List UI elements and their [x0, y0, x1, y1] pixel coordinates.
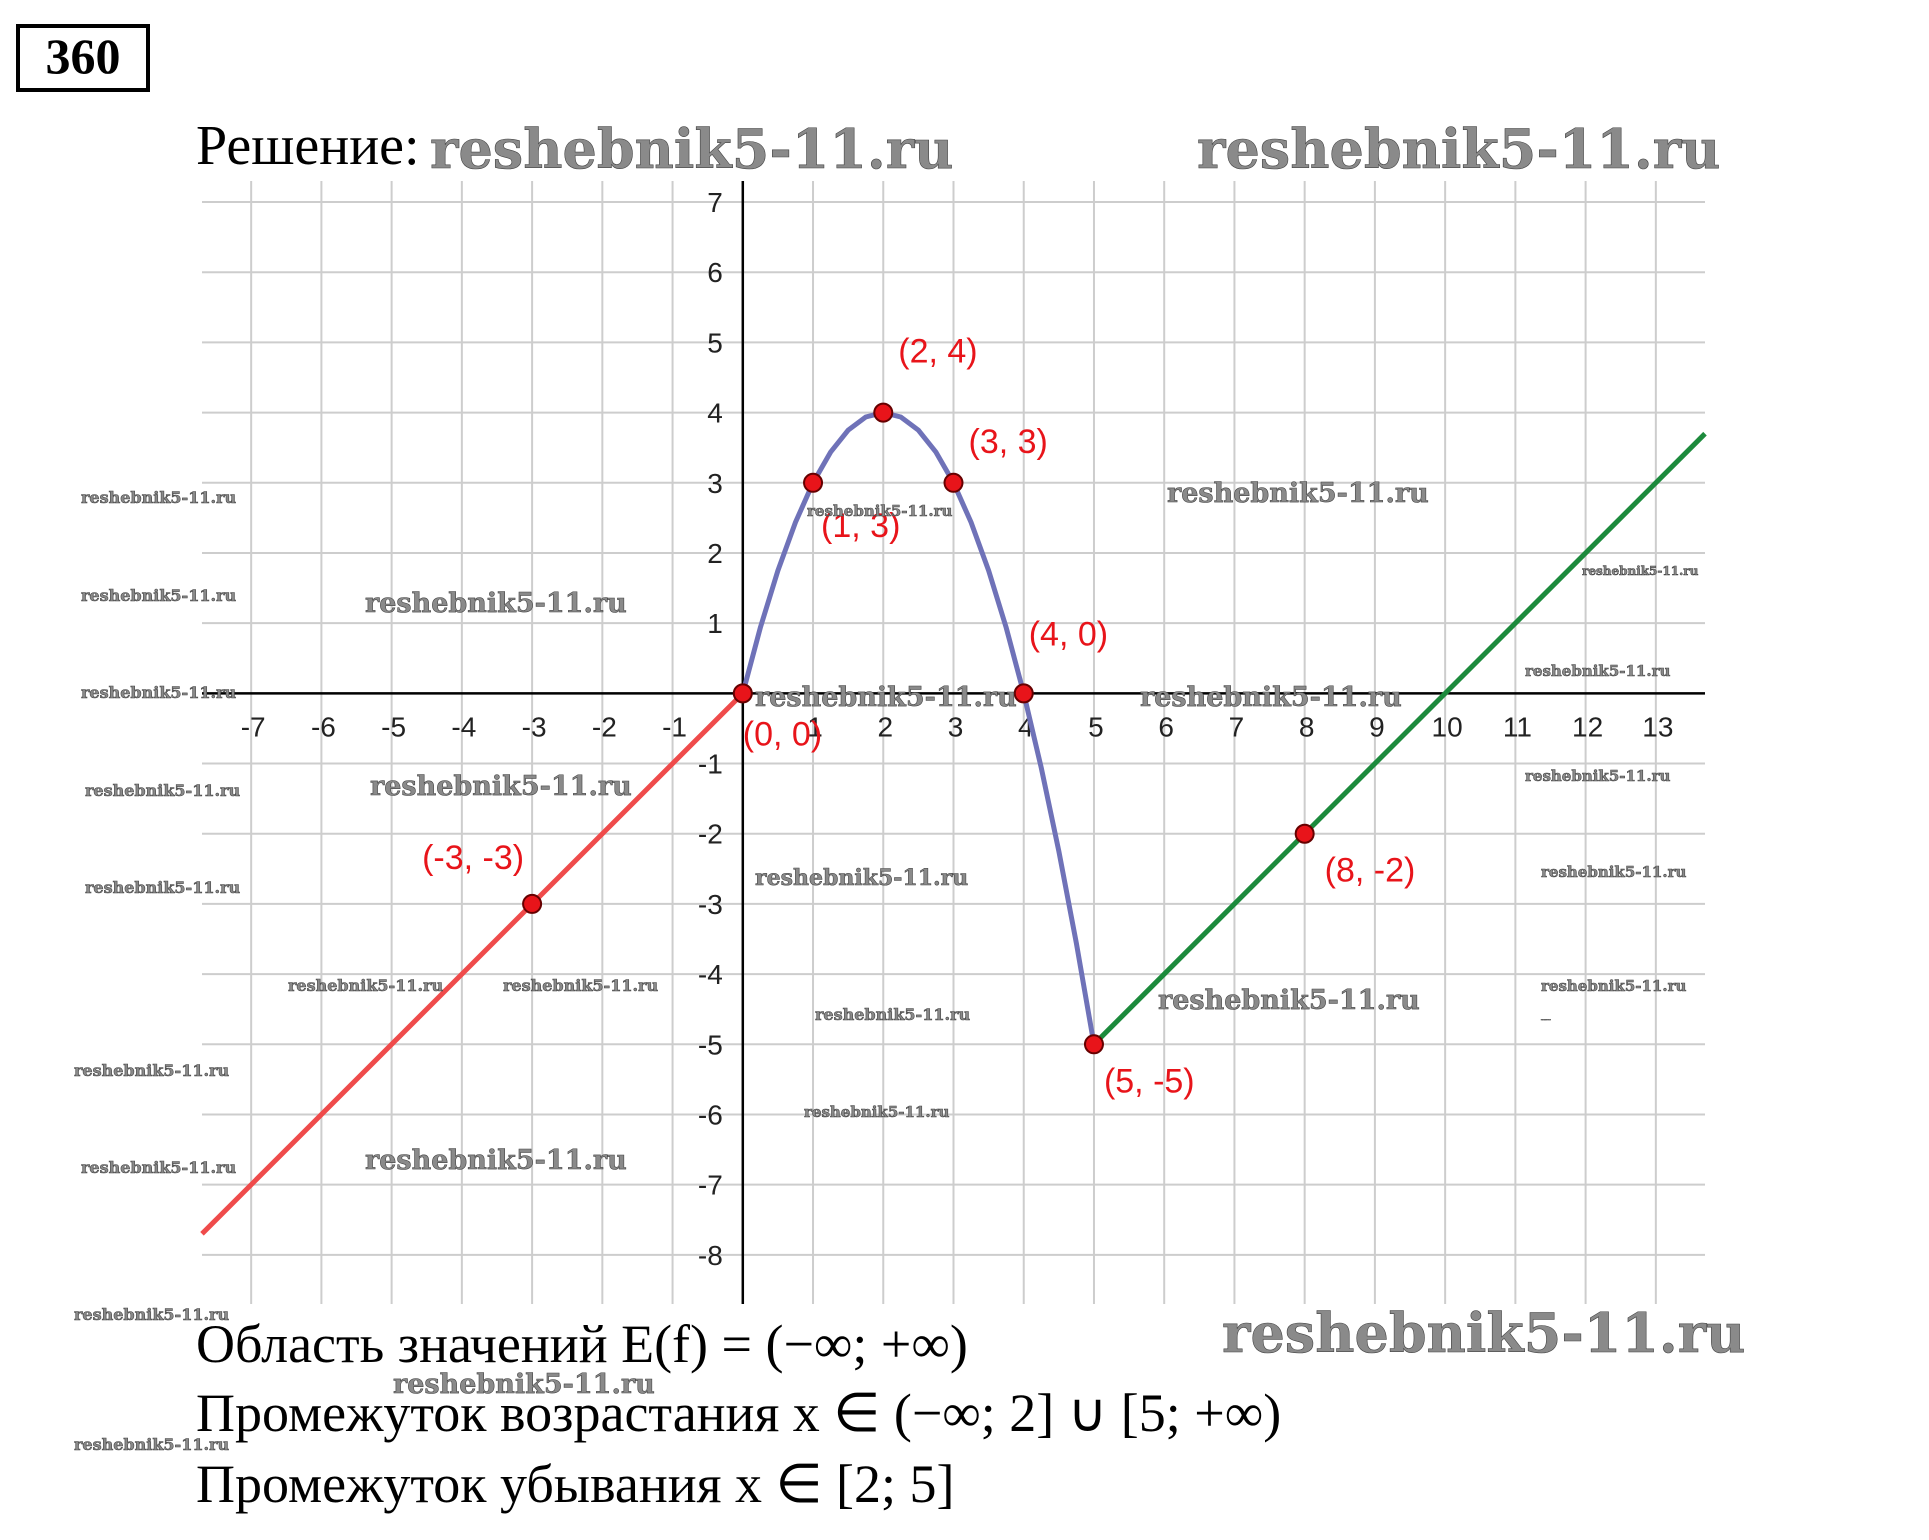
- watermark: reshebnik5-11.ru: [81, 1158, 236, 1177]
- x-tick-label: -6: [311, 711, 336, 742]
- curve: [740, 410, 1097, 1045]
- watermark: reshebnik5-11.ru: [365, 588, 627, 619]
- curve: [1092, 431, 1707, 1047]
- y-tick-label: 7: [707, 187, 723, 218]
- x-tick-label: 5: [1088, 711, 1104, 742]
- point: [803, 472, 824, 493]
- watermark: reshebnik5-11.ru: [74, 1305, 229, 1324]
- watermark: reshebnik5-11.ru: [755, 865, 968, 891]
- x-tick-label: 7: [1229, 711, 1245, 742]
- y-tick-label: -5: [698, 1029, 723, 1060]
- number-box: [16, 24, 150, 92]
- y-tick-label: -4: [698, 959, 723, 990]
- point-label: (2, 4): [898, 333, 977, 371]
- point: [943, 472, 964, 493]
- watermarks: reshebnik5-11.ru reshebnik5-11.ru reshebni…: [74, 117, 1746, 1455]
- x-tick-label: -2: [592, 711, 617, 742]
- x-tick-label: 13: [1642, 711, 1673, 742]
- point: [1083, 1034, 1104, 1055]
- y-tick-label: -6: [698, 1099, 723, 1130]
- watermark: reshebnik5-11.ru: [365, 1145, 627, 1176]
- y-tick-label: 5: [707, 327, 723, 358]
- y-tick-label: 4: [707, 398, 723, 429]
- x-tick-label: 8: [1299, 711, 1315, 742]
- point: [522, 893, 543, 914]
- watermark: reshebnik5-11.ru: [1541, 1019, 1551, 1021]
- point-label: (8, -2): [1325, 852, 1416, 890]
- watermark: reshebnik5-11.ru: [1525, 767, 1670, 785]
- problem-number: 360: [46, 28, 121, 84]
- y-tick-label: -3: [698, 889, 723, 920]
- point-label: (4, 0): [1029, 615, 1108, 653]
- watermark: reshebnik5-11.ru: [1140, 682, 1402, 713]
- x-tick-label: 10: [1432, 711, 1463, 742]
- watermark: reshebnik5-11.ru: [503, 976, 658, 995]
- watermark: reshebnik5-11.ru: [74, 1435, 229, 1454]
- x-tick-label: -3: [522, 711, 547, 742]
- y-tick-label: 3: [707, 468, 723, 499]
- x-tick-label: 1: [807, 711, 823, 742]
- point-label: (1, 3): [821, 507, 900, 545]
- watermark: reshebnik5-11.ru: [81, 586, 236, 605]
- y-tick-label: -1: [698, 749, 723, 780]
- x-tick-label: 3: [948, 711, 964, 742]
- answer-line: Промежуток убывания x ∈ [2; 5]: [196, 1454, 954, 1514]
- y-tick-label: 1: [707, 608, 723, 639]
- solution-label: Решение:: [196, 115, 420, 177]
- answer-line: Промежуток возрастания x ∈ (−∞; 2] ∪ [5;…: [196, 1383, 1281, 1443]
- point: [1013, 683, 1034, 704]
- point: [732, 683, 753, 704]
- watermark: reshebnik5-11.ru: [430, 117, 953, 181]
- y-tick-label: 6: [707, 257, 723, 288]
- point: [1294, 823, 1315, 844]
- watermark: reshebnik5-11.ru: [393, 1369, 655, 1400]
- watermark: reshebnik5-11.ru: [804, 1103, 949, 1121]
- watermark: reshebnik5-11.ru: [1541, 863, 1686, 881]
- y-tick-label: -7: [698, 1170, 723, 1201]
- point-label: (3, 3): [969, 423, 1048, 461]
- watermark: reshebnik5-11.ru: [1197, 117, 1720, 181]
- watermark: reshebnik5-11.ru: [81, 488, 236, 507]
- x-tick-label: -4: [451, 711, 476, 742]
- watermark: reshebnik5-11.ru: [1158, 985, 1420, 1016]
- watermark: reshebnik5-11.ru: [1525, 662, 1670, 680]
- x-tick-label: -7: [241, 711, 266, 742]
- watermark: reshebnik5-11.ru: [288, 976, 443, 995]
- y-tick-label: -2: [698, 819, 723, 850]
- point-label: (0, 0): [743, 715, 822, 753]
- watermark: reshebnik5-11.ru: [74, 1061, 229, 1080]
- answer-line: Область значений E(f) = (−∞; +∞): [196, 1314, 968, 1374]
- x-tick-label: 9: [1369, 711, 1385, 742]
- x-tick-label: 2: [877, 711, 893, 742]
- watermark: reshebnik5-11.ru: [815, 1005, 970, 1024]
- y-tick-label: -8: [698, 1240, 723, 1271]
- x-tick-label: 11: [1503, 711, 1532, 742]
- watermark: reshebnik5-11.ru: [370, 771, 632, 802]
- x-tick-label: 6: [1158, 711, 1174, 742]
- point-label: (5, -5): [1104, 1062, 1195, 1100]
- watermark: reshebnik5-11.ru: [85, 878, 240, 897]
- watermark: reshebnik5-11.ru: [1222, 1301, 1745, 1365]
- x-tick-label: 12: [1572, 711, 1603, 742]
- watermark: reshebnik5-11.ru: [1541, 977, 1686, 995]
- watermark: reshebnik5-11.ru: [85, 781, 240, 800]
- x-tick-label: -5: [381, 711, 406, 742]
- watermark: reshebnik5-11.ru: [1167, 478, 1429, 509]
- watermark: reshebnik5-11.ru: [81, 683, 236, 702]
- watermark: reshebnik5-11.ru: [1582, 564, 1699, 578]
- watermark: reshebnik5-11.ru: [807, 502, 952, 520]
- y-tick-label: 2: [707, 538, 723, 569]
- x-tick-label: -1: [662, 711, 687, 742]
- point: [873, 402, 894, 423]
- curve: [200, 691, 745, 1236]
- watermark: reshebnik5-11.ru: [755, 682, 1017, 713]
- graph: -7 -6 -5 -4 -3 -2 -1 1 2 3 4 5 6 7 8 9 10 11 12 13-8-7-6-5-…: [200, 181, 1707, 1304]
- point-label: (-3, -3): [422, 839, 524, 877]
